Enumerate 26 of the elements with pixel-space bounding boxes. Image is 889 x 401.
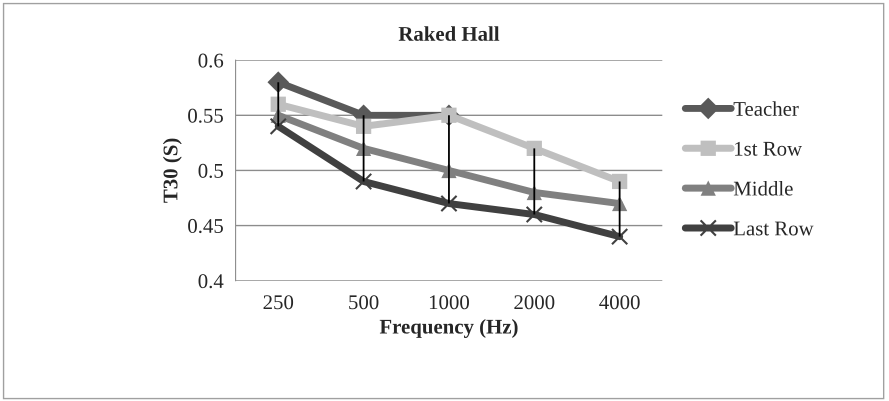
point [526,140,542,156]
x-tick-label: 4000 [599,295,640,310]
legend-label: Last Row [734,222,814,236]
point [270,118,287,135]
x-tick-label: 1000 [430,295,469,310]
x-tick-label: 2000 [514,295,554,310]
point [440,194,458,212]
x-axis-title: Frequency (Hz) [380,319,518,338]
y-tick-label: 0.6 [198,54,224,68]
chart-title: Raked Hall [398,26,500,41]
point [610,228,628,246]
legend-label: Middle [734,180,793,196]
point [612,174,628,190]
point [354,172,372,190]
x-tick-label: 250 [264,295,294,310]
legend-label: 1st Row [735,142,802,156]
point [441,108,457,123]
y-tick-label: 0.45 [188,218,223,234]
y-axis-title: T30 (S) [162,138,182,203]
y-tick-label: 0.4 [198,274,224,288]
point [267,71,290,94]
legend-label: Teacher [734,101,799,116]
x-tick-label: 500 [349,295,378,310]
y-tick-label: 0.55 [188,108,223,123]
point [526,206,543,224]
y-tick-label: 0.5 [198,164,223,178]
